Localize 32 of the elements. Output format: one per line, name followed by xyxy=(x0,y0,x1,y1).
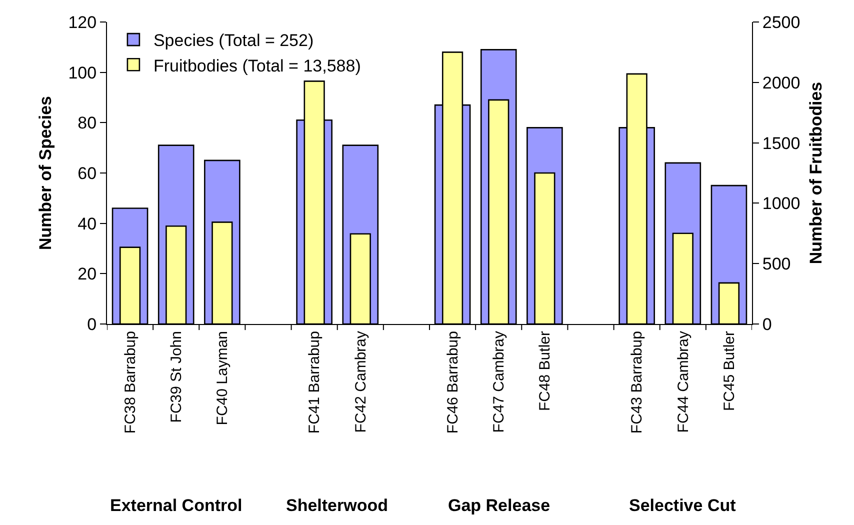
legend-label: Species (Total = 252) xyxy=(153,31,314,50)
x-tick-label: FC46 Barrabup xyxy=(444,331,462,434)
text: Selective Cut xyxy=(629,496,736,515)
x-tick-label: FC48 Butler xyxy=(536,331,554,412)
y2-tick-label: 2500 xyxy=(762,12,800,32)
x-tick-label: FC38 Barrabup xyxy=(122,331,139,434)
y-tick-label: 80 xyxy=(78,114,97,133)
y-axis-title: Number of Species xyxy=(36,96,55,250)
y2-tick-label: 1500 xyxy=(762,134,800,153)
x-tick-label: FC44 Cambray xyxy=(674,330,692,433)
y-tick-label: 0 xyxy=(87,314,97,334)
x-tick-label: FC42 Cambray xyxy=(352,330,370,433)
x-tick-label: FC43 Barrabup xyxy=(628,331,646,434)
y2-tick-label: 0 xyxy=(762,314,772,334)
x-tick-label: FC47 Cambray xyxy=(490,330,508,433)
y-tick-label: 120 xyxy=(68,12,97,32)
y2-tick-label: 2000 xyxy=(762,73,800,92)
text: Gap Release xyxy=(448,496,550,515)
y2-axis-title: Number of Fruitbodies xyxy=(806,82,826,264)
legend-label: Fruitbodies (Total = 13,588) xyxy=(153,56,361,76)
y-tick-label: 20 xyxy=(78,264,97,284)
y-tick-label: 100 xyxy=(68,63,97,82)
text: External Control xyxy=(110,496,242,515)
y2-tick-label: 1000 xyxy=(762,194,800,214)
y-tick-label: 60 xyxy=(78,164,97,183)
x-tick-label: FC40 Layman xyxy=(214,331,232,426)
y2-tick-label: 500 xyxy=(762,254,791,274)
text: Shelterwood xyxy=(286,496,388,515)
x-tick-label: FC41 Barrabup xyxy=(306,331,324,434)
x-tick-label: FC39 St John xyxy=(168,331,185,423)
x-tick-label: FC45 Butler xyxy=(720,331,738,412)
y-tick-label: 40 xyxy=(78,214,97,234)
